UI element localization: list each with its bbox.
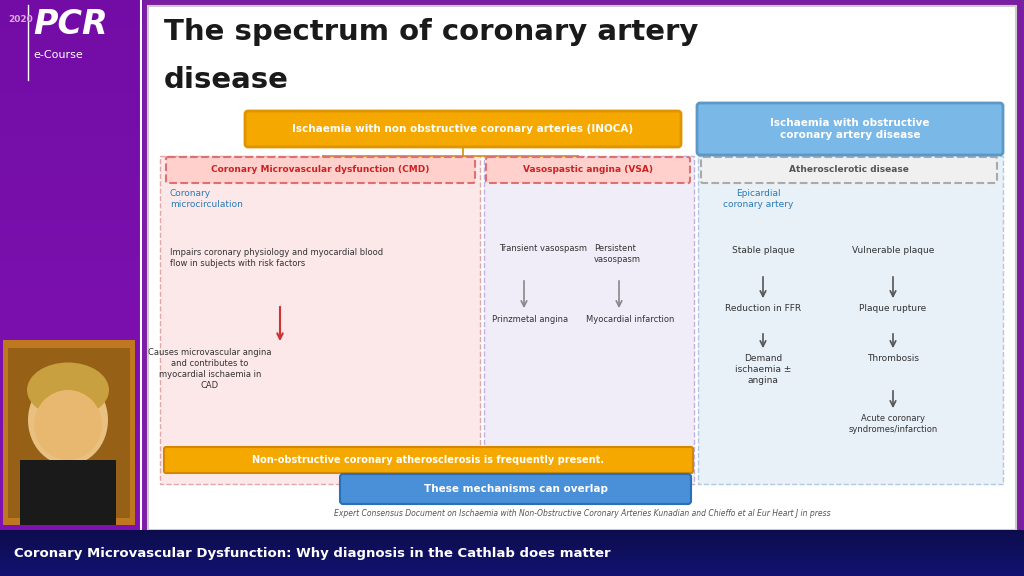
Text: Vasospastic angina (VSA): Vasospastic angina (VSA) <box>523 165 653 175</box>
Ellipse shape <box>27 362 109 418</box>
Text: Epicardial
coronary artery: Epicardial coronary artery <box>723 189 794 209</box>
Text: 2020: 2020 <box>8 15 33 24</box>
Text: The spectrum of coronary artery: The spectrum of coronary artery <box>164 18 698 46</box>
Bar <box>160 156 480 484</box>
FancyBboxPatch shape <box>486 157 690 183</box>
Text: Coronary
microcirculation: Coronary microcirculation <box>170 189 243 209</box>
FancyBboxPatch shape <box>340 474 691 504</box>
Text: Coronary Microvascular Dysfunction: Why diagnosis in the Cathlab does matter: Coronary Microvascular Dysfunction: Why … <box>14 547 610 559</box>
Text: Reduction in FFR: Reduction in FFR <box>725 304 801 313</box>
Text: Impairs coronary physiology and myocardial blood
flow in subjects with risk fact: Impairs coronary physiology and myocardi… <box>170 248 383 268</box>
Ellipse shape <box>34 390 102 460</box>
Text: Myocardial infarction: Myocardial infarction <box>586 315 675 324</box>
Text: Demand
ischaemia ±
angina: Demand ischaemia ± angina <box>735 354 792 385</box>
FancyBboxPatch shape <box>164 447 693 473</box>
FancyBboxPatch shape <box>701 157 997 183</box>
Bar <box>20 460 116 525</box>
Text: disease: disease <box>164 66 289 94</box>
Text: Transient vasospasm: Transient vasospasm <box>499 244 587 253</box>
Text: Atherosclerotic disease: Atherosclerotic disease <box>790 165 909 175</box>
Text: Coronary Microvascular dysfunction (CMD): Coronary Microvascular dysfunction (CMD) <box>211 165 430 175</box>
Text: Acute coronary
syndromes/infarction: Acute coronary syndromes/infarction <box>848 414 938 434</box>
Text: e-Course: e-Course <box>33 50 83 60</box>
Text: Causes microvascular angina
and contributes to
myocardial ischaemia in
CAD: Causes microvascular angina and contribu… <box>148 348 271 391</box>
Bar <box>484 156 694 484</box>
Text: Ischaemia with non obstructive coronary arteries (INOCA): Ischaemia with non obstructive coronary … <box>293 124 634 134</box>
Text: Persistent
vasospasm: Persistent vasospasm <box>594 244 641 264</box>
Text: These mechanisms can overlap: These mechanisms can overlap <box>424 484 607 494</box>
Text: Expert Consensus Document on Ischaemia with Non-Obstructive Coronary Arteries Ku: Expert Consensus Document on Ischaemia w… <box>334 509 830 518</box>
Text: Thrombosis: Thrombosis <box>867 354 919 363</box>
Text: Ischaemia with obstructive
coronary artery disease: Ischaemia with obstructive coronary arte… <box>770 118 930 140</box>
FancyBboxPatch shape <box>697 103 1002 155</box>
Bar <box>148 6 1016 530</box>
Text: PCR: PCR <box>33 8 108 41</box>
Text: Prinzmetal angina: Prinzmetal angina <box>492 315 568 324</box>
Text: Stable plaque: Stable plaque <box>731 246 795 255</box>
Bar <box>698 156 1002 484</box>
Bar <box>8 348 130 518</box>
Bar <box>3 340 135 525</box>
Text: Vulnerable plaque: Vulnerable plaque <box>852 246 934 255</box>
Ellipse shape <box>28 375 108 465</box>
Text: Non-obstructive coronary atherosclerosis is frequently present.: Non-obstructive coronary atherosclerosis… <box>253 455 604 465</box>
FancyBboxPatch shape <box>166 157 475 183</box>
FancyBboxPatch shape <box>245 111 681 147</box>
Text: Plaque rupture: Plaque rupture <box>859 304 927 313</box>
